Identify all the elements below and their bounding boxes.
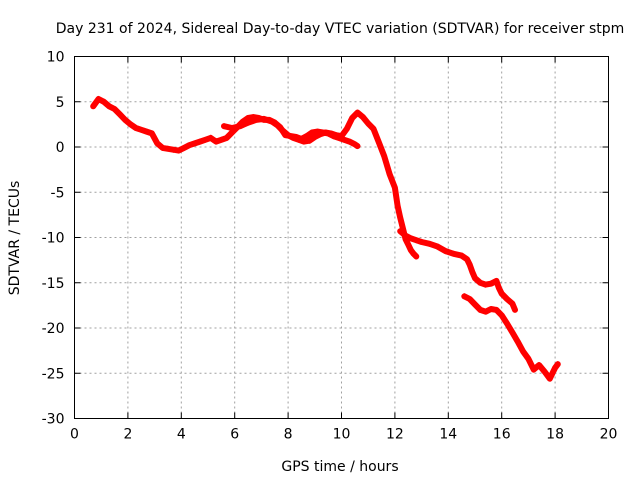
- x-tick-label: 8: [284, 427, 293, 443]
- chart-title: Day 231 of 2024, Sidereal Day-to-day VTE…: [56, 21, 625, 37]
- y-tick-label: -30: [42, 412, 65, 428]
- series-line-1-overlay: [91, 98, 359, 153]
- ticks: 0 2 4 6 8 10 12 14 16 18 20 10 5 0 -5 -10 -15 -20 -25 -30: [42, 50, 618, 443]
- x-tick-label: 14: [439, 427, 457, 443]
- y-tick-label: 0: [56, 140, 65, 156]
- series-line-2-overlay: [222, 109, 418, 260]
- grid: [74, 56, 609, 419]
- y-axis-label: SDTVAR / TECUs: [7, 181, 23, 296]
- y-tick-label: 10: [47, 50, 65, 66]
- y-tick-label: -10: [42, 231, 65, 247]
- x-tick-label: 18: [546, 427, 564, 443]
- y-tick-label: 5: [56, 95, 65, 111]
- x-tick-label: 6: [230, 427, 239, 443]
- series-line-4-overlay: [462, 293, 560, 379]
- series-group: [90, 96, 561, 382]
- x-tick-label: 20: [600, 427, 618, 443]
- x-tick-label: 2: [123, 427, 132, 443]
- x-tick-label: 16: [493, 427, 511, 443]
- x-tick-label: 4: [177, 427, 186, 443]
- x-tick-label: 12: [386, 427, 404, 443]
- x-tick-label: 0: [70, 427, 79, 443]
- series-line-3-overlay: [398, 228, 517, 310]
- y-tick-label: -5: [51, 185, 65, 201]
- x-tick-label: 10: [333, 427, 351, 443]
- y-tick-label: -25: [42, 366, 65, 382]
- series-line-3: [397, 228, 518, 313]
- y-tick-label: -20: [42, 321, 65, 337]
- x-axis-label: GPS time / hours: [281, 459, 398, 475]
- y-tick-label: -15: [42, 276, 65, 292]
